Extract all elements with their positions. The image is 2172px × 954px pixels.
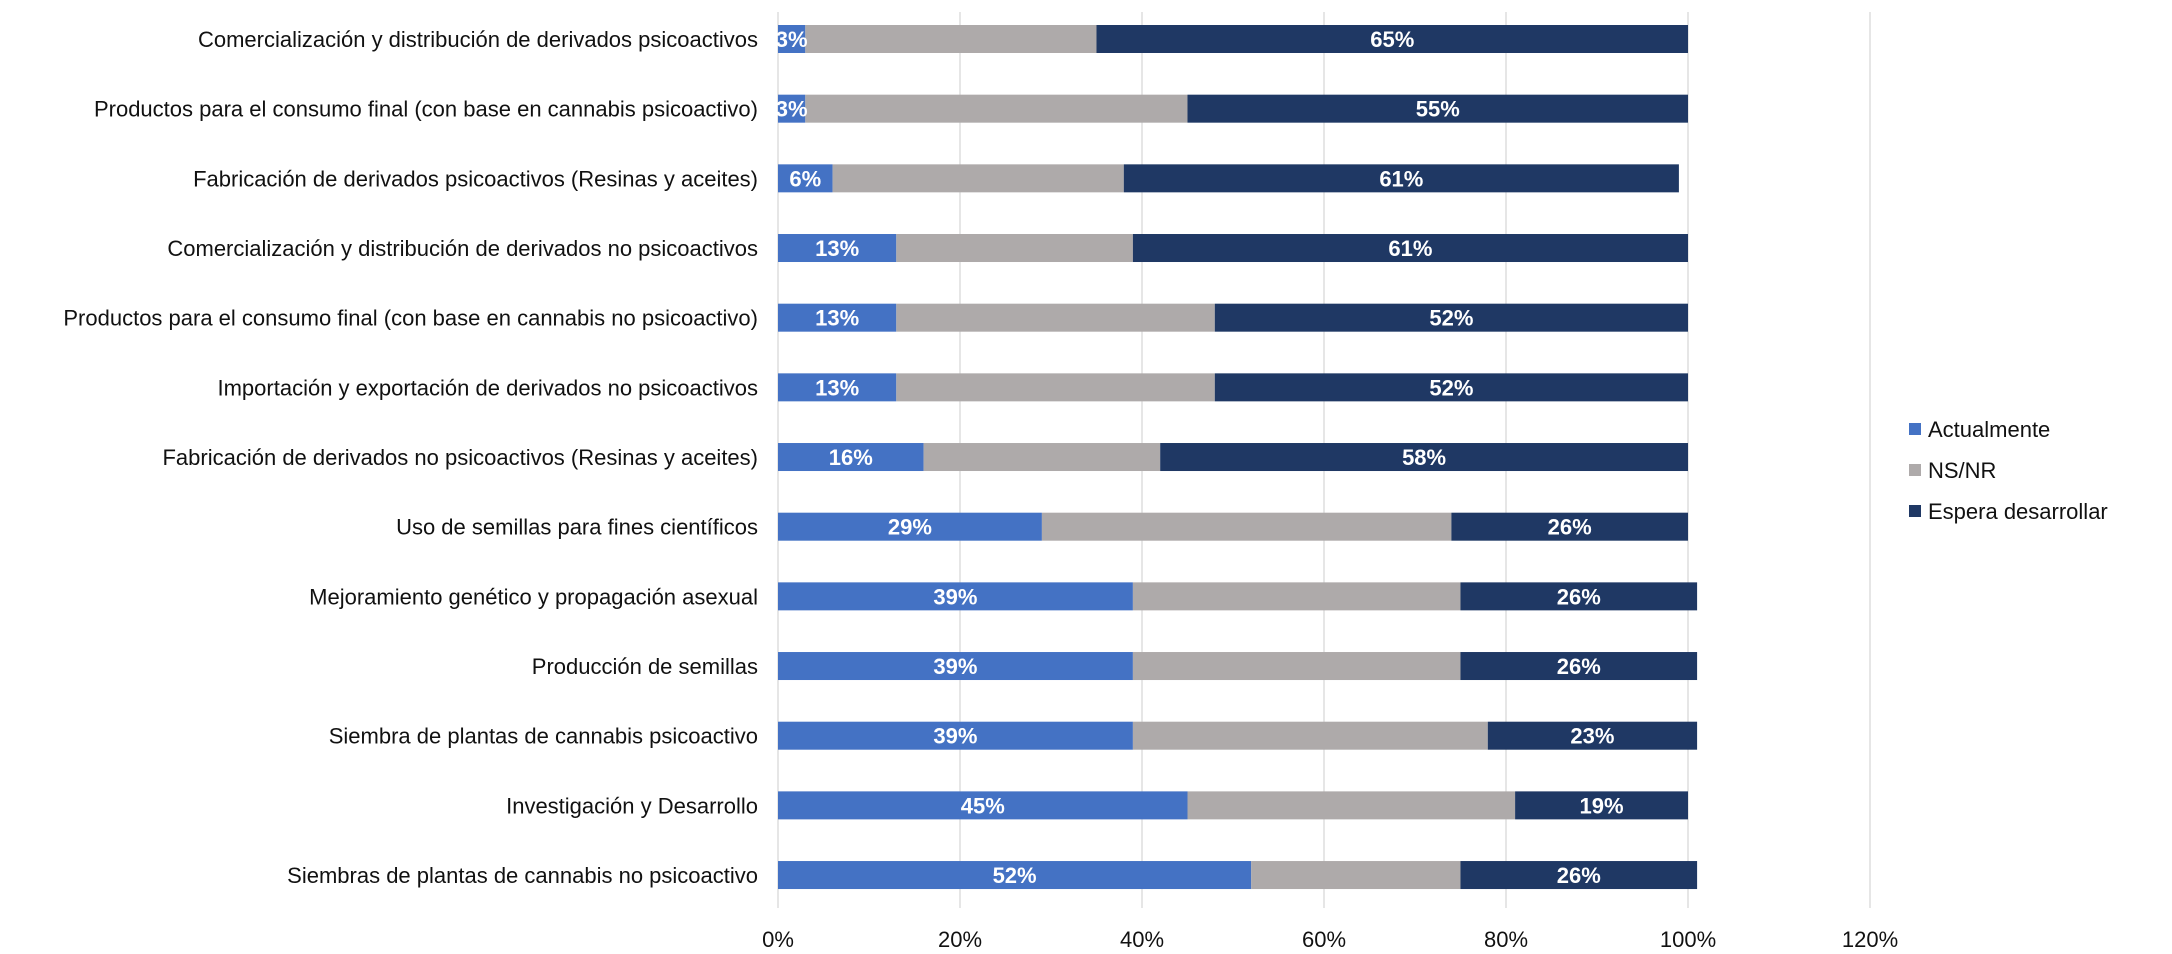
legend-swatch	[1909, 423, 1921, 435]
bar-segment	[832, 164, 1124, 193]
data-label: 45%	[961, 793, 1005, 818]
data-label: 26%	[1548, 515, 1592, 540]
data-label: 52%	[993, 863, 1037, 888]
bar-segment	[778, 234, 897, 263]
bar-segment	[1096, 25, 1688, 53]
bar-segment	[805, 25, 1097, 53]
category-label: Uso de semillas para fines científicos	[396, 515, 758, 540]
data-label: 52%	[1429, 306, 1473, 331]
data-label: 26%	[1557, 654, 1601, 679]
bar-segment	[1041, 512, 1452, 541]
bar-segment	[778, 512, 1042, 541]
bar-segment	[1132, 234, 1688, 263]
data-label: 39%	[933, 584, 977, 609]
data-label: 29%	[888, 515, 932, 540]
legend-label: NS/NR	[1928, 458, 1996, 483]
x-tick-label: 20%	[938, 927, 982, 949]
data-label: 39%	[933, 724, 977, 749]
bar-segment	[1451, 512, 1688, 541]
bar-segment	[778, 303, 897, 332]
data-label: 13%	[815, 375, 859, 400]
legend-swatch	[1909, 464, 1921, 476]
data-label: 13%	[815, 306, 859, 331]
x-tick-label: 100%	[1660, 927, 1716, 949]
bar-segment	[1214, 373, 1688, 402]
data-label: 65%	[1370, 27, 1414, 52]
x-axis-ticks: 0% 20% 40% 60% 80% 100% 120%	[762, 927, 1898, 952]
data-label: 52%	[1429, 375, 1473, 400]
bars	[778, 25, 1698, 890]
category-label: Fabricación de derivados psicoactivos (R…	[193, 166, 758, 191]
x-tick-label: 120%	[1842, 927, 1898, 949]
bar-segment	[896, 373, 1215, 402]
bar-segment	[778, 94, 806, 123]
bar-segment	[778, 373, 897, 402]
category-label: Comercialización y distribución de deriv…	[167, 236, 758, 261]
data-label: 61%	[1379, 166, 1423, 191]
data-label: 55%	[1416, 97, 1460, 122]
bar-segment	[778, 791, 1188, 820]
bar-segment	[778, 164, 833, 193]
data-label: 26%	[1557, 863, 1601, 888]
bar-segment	[778, 721, 1133, 750]
category-label: Producción de semillas	[532, 654, 758, 679]
x-tick-label: 80%	[1484, 927, 1528, 949]
data-label: 61%	[1388, 236, 1432, 261]
legend: Actualmente NS/NR Espera desarrollar	[1909, 417, 2108, 524]
data-label: 58%	[1402, 445, 1446, 470]
data-label: 13%	[815, 236, 859, 261]
category-labels: Comercialización y distribución de deriv…	[63, 27, 758, 888]
category-label: Fabricación de derivados no psicoactivos…	[162, 445, 758, 470]
bar-segment	[896, 234, 1133, 263]
bar-segment	[1187, 94, 1688, 123]
bar-segment	[778, 25, 806, 53]
bar-segment	[1160, 443, 1688, 472]
category-label: Siembra de plantas de cannabis psicoacti…	[329, 724, 758, 749]
bar-segment	[778, 861, 1252, 890]
data-label: 26%	[1557, 584, 1601, 609]
legend-swatch	[1909, 505, 1921, 517]
bar-segment	[1123, 164, 1679, 193]
category-label: Comercialización y distribución de deriv…	[198, 27, 758, 52]
data-label: 23%	[1570, 724, 1614, 749]
bar-segment	[1187, 791, 1516, 820]
data-label: 39%	[933, 654, 977, 679]
bar-segment	[1515, 791, 1688, 820]
category-label: Investigación y Desarrollo	[506, 793, 758, 818]
bar-segment	[1487, 721, 1698, 750]
x-tick-label: 40%	[1120, 927, 1164, 949]
category-label: Productos para el consumo final (con bas…	[94, 97, 758, 122]
bar-segment	[778, 443, 924, 472]
bar-segment	[778, 652, 1133, 681]
data-label: 16%	[829, 445, 873, 470]
legend-label: Espera desarrollar	[1928, 499, 2108, 524]
bar-segment	[1460, 582, 1698, 611]
bar-segment	[1460, 652, 1698, 681]
data-label: 3%	[776, 97, 808, 122]
x-tick-label: 0%	[762, 927, 794, 949]
category-label: Productos para el consumo final (con bas…	[63, 306, 758, 331]
bar-segment	[1214, 303, 1688, 332]
bar-segment	[1251, 861, 1461, 890]
bar-segment	[778, 582, 1133, 611]
data-labels: 3% 65% 3% 55% 6% 61% 13% 61% 13% 52% 13% 52% 16% 58% 2…	[776, 27, 1624, 888]
category-label: Importación y exportación de derivados n…	[217, 375, 758, 400]
bar-segment	[1132, 652, 1461, 681]
bar-segment	[896, 303, 1215, 332]
bar-segment	[1132, 582, 1461, 611]
category-label: Mejoramiento genético y propagación asex…	[309, 584, 758, 609]
category-label: Siembras de plantas de cannabis no psico…	[287, 863, 758, 888]
data-label: 19%	[1580, 793, 1624, 818]
bar-segment	[923, 443, 1161, 472]
data-label: 3%	[776, 27, 808, 52]
x-tick-label: 60%	[1302, 927, 1346, 949]
bar-segment	[805, 94, 1188, 123]
bar-segment	[1460, 861, 1698, 890]
legend-label: Actualmente	[1928, 417, 2050, 442]
data-label: 6%	[789, 166, 821, 191]
bar-segment	[1132, 721, 1488, 750]
